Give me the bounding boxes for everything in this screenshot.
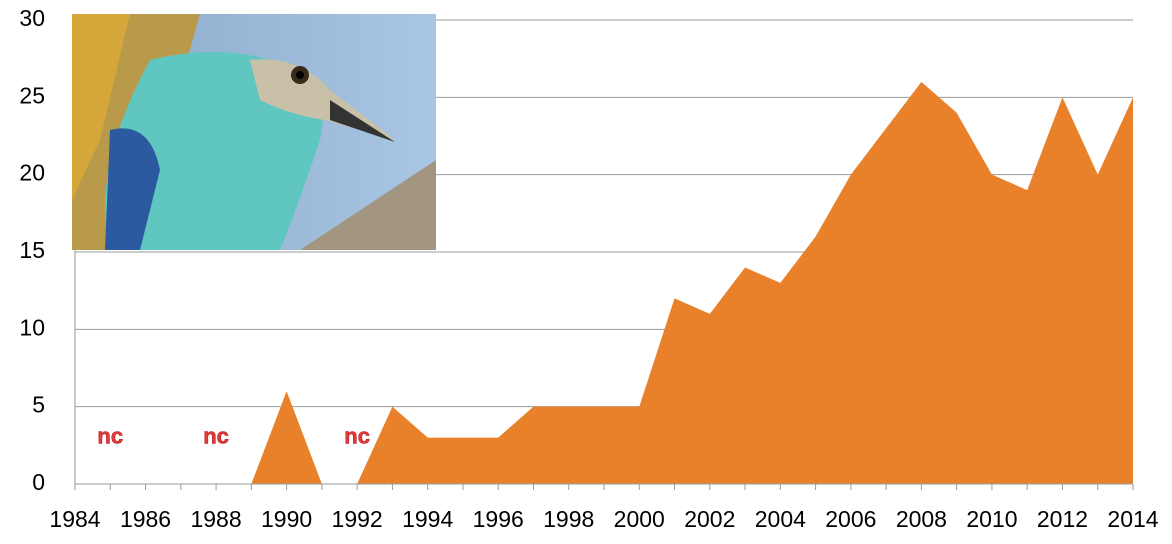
y-tick-label: 0 (32, 469, 45, 495)
y-tick-label: 20 (19, 160, 45, 186)
x-tick-label: 2008 (896, 506, 947, 532)
x-tick-label: 2004 (755, 506, 806, 532)
y-tick-label: 25 (19, 82, 45, 108)
x-tick-label: 2002 (684, 506, 735, 532)
x-tick-label: 2010 (966, 506, 1017, 532)
x-tick-label: 1990 (261, 506, 312, 532)
y-tick-label: 10 (19, 314, 45, 340)
annotation: nc (344, 423, 370, 448)
bird-photo (72, 14, 436, 250)
x-tick-label: 1998 (543, 506, 594, 532)
x-tick-label: 1992 (332, 506, 383, 532)
x-tick-label: 1984 (49, 506, 100, 532)
x-tick-label: 1996 (473, 506, 524, 532)
x-tick-label: 2000 (614, 506, 665, 532)
y-tick-label: 15 (19, 237, 45, 263)
annotation: nc (97, 423, 123, 448)
x-tick-label: 1988 (190, 506, 241, 532)
x-tick-label: 1994 (402, 506, 453, 532)
y-tick-label: 30 (19, 5, 45, 31)
area (75, 81, 1133, 484)
x-tick-label: 2014 (1107, 506, 1158, 532)
x-tick-label: 2012 (1037, 506, 1088, 532)
y-tick-label: 5 (32, 392, 45, 418)
annotation: nc (203, 423, 229, 448)
x-tick-label: 2006 (825, 506, 876, 532)
x-tick-label: 1986 (120, 506, 171, 532)
plot (75, 81, 1133, 484)
